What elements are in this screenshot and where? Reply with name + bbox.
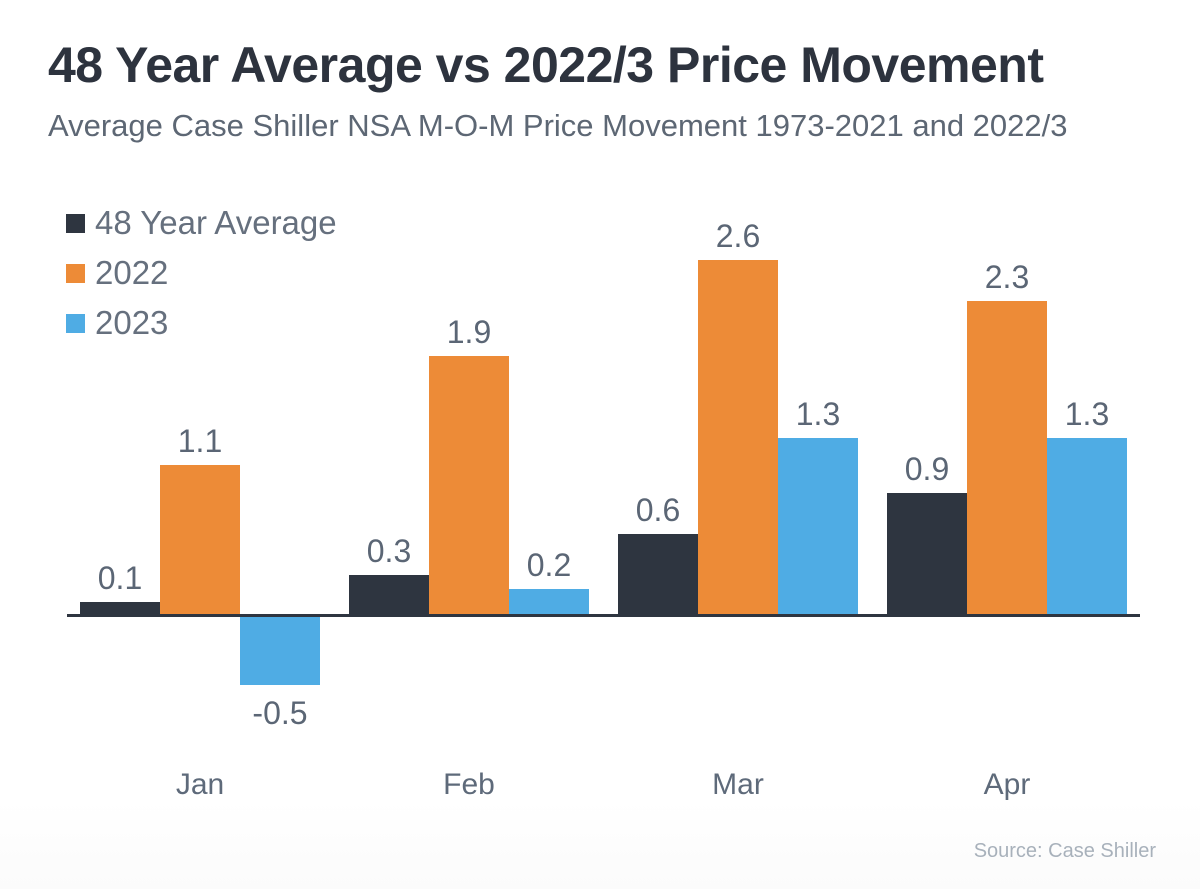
legend-label: 48 Year Average bbox=[95, 204, 337, 241]
data-label-jan-48-year-average: 0.1 bbox=[97, 560, 143, 596]
bar-jan-2023 bbox=[240, 616, 320, 685]
bar-jan-48-year-average bbox=[80, 602, 160, 616]
legend-label: 2023 bbox=[95, 304, 169, 341]
legend: 48 Year Average 2022 2023 bbox=[66, 198, 337, 348]
legend-swatch-icon bbox=[66, 313, 85, 333]
bar-apr-2022 bbox=[967, 301, 1047, 616]
legend-item-48-year-average: 48 Year Average bbox=[66, 198, 337, 248]
data-label-apr-2023: 1.3 bbox=[1064, 396, 1110, 432]
data-label-apr-2022: 2.3 bbox=[984, 259, 1030, 295]
chart-subtitle: Average Case Shiller NSA M-O-M Price Mov… bbox=[48, 108, 1068, 143]
data-label-jan-2022: 1.1 bbox=[177, 423, 223, 459]
x-axis-label-apr: Apr bbox=[983, 768, 1031, 801]
legend-item-2023: 2023 bbox=[66, 298, 337, 348]
bar-jan-2022 bbox=[160, 465, 240, 616]
x-axis-label-jan: Jan bbox=[175, 768, 225, 801]
source-note: Source: Case Shiller bbox=[973, 840, 1156, 862]
data-label-feb-48-year-average: 0.3 bbox=[366, 533, 412, 569]
data-label-jan-2023: -0.5 bbox=[252, 695, 308, 731]
legend-item-2022: 2022 bbox=[66, 248, 337, 298]
data-label-mar-48-year-average: 0.6 bbox=[635, 492, 681, 528]
legend-swatch-icon bbox=[66, 263, 85, 283]
legend-label: 2022 bbox=[95, 254, 169, 291]
bar-mar-48-year-average bbox=[618, 534, 698, 616]
bar-feb-48-year-average bbox=[349, 575, 429, 616]
chart-title: 48 Year Average vs 2022/3 Price Movement bbox=[48, 37, 1044, 93]
bar-mar-2022 bbox=[698, 260, 778, 616]
data-label-feb-2022: 1.9 bbox=[446, 314, 492, 350]
legend-swatch-icon bbox=[66, 213, 85, 233]
x-axis-label-feb: Feb bbox=[443, 768, 495, 801]
data-label-apr-48-year-average: 0.9 bbox=[904, 451, 950, 487]
data-label-mar-2022: 2.6 bbox=[715, 218, 761, 254]
bar-apr-48-year-average bbox=[887, 493, 967, 616]
bar-apr-2023 bbox=[1047, 438, 1127, 616]
bar-mar-2023 bbox=[778, 438, 858, 616]
data-label-mar-2023: 1.3 bbox=[795, 396, 841, 432]
x-axis-line bbox=[67, 614, 1140, 617]
x-axis-label-mar: Mar bbox=[712, 768, 764, 801]
data-label-feb-2023: 0.2 bbox=[526, 547, 572, 583]
bar-feb-2023 bbox=[509, 589, 589, 616]
bar-feb-2022 bbox=[429, 356, 509, 616]
